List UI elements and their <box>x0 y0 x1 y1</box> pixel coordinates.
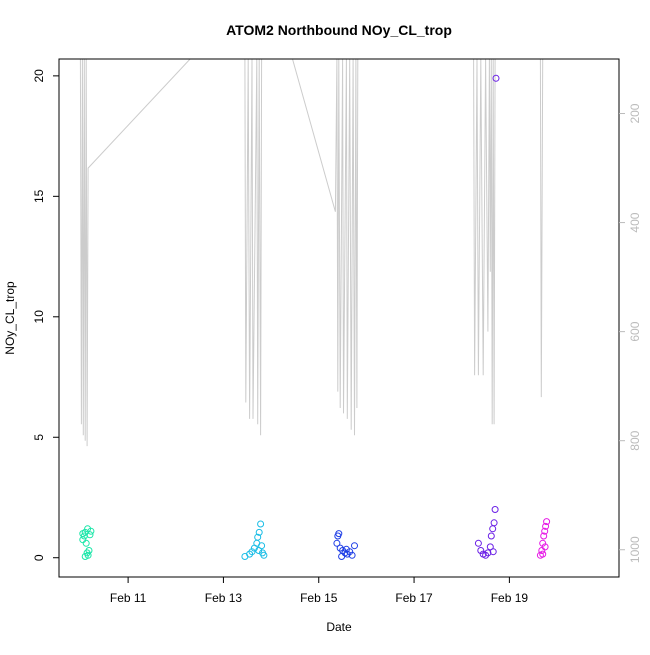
y-axis: 0 5 10 15 20 <box>32 69 59 561</box>
data-point <box>343 550 351 558</box>
data-point <box>540 532 548 540</box>
data-point <box>348 551 356 559</box>
data-point <box>541 527 549 535</box>
data-point <box>543 518 551 526</box>
y2-tick-label: 800 <box>628 430 642 450</box>
data-point <box>490 519 498 527</box>
data-point <box>482 551 490 559</box>
data-point <box>351 542 358 550</box>
x-tick-label: Feb 17 <box>395 591 433 605</box>
x-axis-label: Date <box>326 620 352 634</box>
secondary-y-axis: 200 400 600 800 1000 <box>619 103 642 563</box>
data-point <box>255 528 263 536</box>
data-point <box>246 550 254 558</box>
data-point <box>84 525 92 533</box>
data-point <box>85 547 93 554</box>
x-tick-label: Feb 13 <box>205 591 243 605</box>
x-axis: Feb 11 Feb 13 Feb 15 Feb 17 Feb 19 <box>110 577 529 605</box>
data-point <box>260 551 268 559</box>
series-1 <box>241 520 268 560</box>
data-point <box>335 530 343 538</box>
data-point <box>542 522 550 530</box>
data-point <box>484 549 492 557</box>
data-point <box>492 74 500 82</box>
data-point <box>81 553 89 560</box>
series-0 <box>79 525 95 560</box>
data-point <box>338 553 346 560</box>
data-point <box>79 536 87 544</box>
data-point <box>477 547 485 554</box>
series-2 <box>333 530 358 560</box>
x-tick-label: Feb 11 <box>110 591 147 605</box>
altitude-line <box>79 59 544 447</box>
data-point <box>82 539 90 547</box>
chart-title: ATOM2 Northbound NOy_CL_trop <box>226 22 452 38</box>
data-point <box>489 525 497 533</box>
plot-area <box>79 59 551 560</box>
x-tick-label: Feb 19 <box>491 591 529 605</box>
series-3 <box>474 74 500 559</box>
y-tick-label: 20 <box>32 69 46 83</box>
data-point <box>539 550 547 558</box>
data-point <box>491 506 499 513</box>
data-point <box>539 539 547 547</box>
y2-tick-label: 1000 <box>628 536 642 563</box>
data-point <box>474 539 482 547</box>
data-point <box>79 530 87 538</box>
y2-tick-label: 200 <box>628 103 642 123</box>
series-4 <box>536 518 551 559</box>
y-tick-label: 10 <box>32 310 46 324</box>
data-point <box>342 545 350 553</box>
y-tick-label: 15 <box>32 189 46 203</box>
data-point <box>487 532 495 540</box>
y-axis-label: NOy_CL_trop <box>3 281 17 355</box>
data-point <box>255 547 263 554</box>
plot-frame <box>58 58 620 578</box>
y2-tick-label: 600 <box>628 321 642 341</box>
data-point <box>257 520 265 528</box>
data-point <box>333 539 341 547</box>
data-point <box>254 533 262 541</box>
data-point <box>541 543 549 551</box>
data-point <box>86 531 94 539</box>
data-point <box>248 548 256 556</box>
data-point <box>489 548 497 556</box>
y-tick-label: 0 <box>32 554 46 561</box>
y-tick-label: 5 <box>32 434 46 441</box>
y2-tick-label: 400 <box>628 212 642 232</box>
x-tick-label: Feb 15 <box>300 591 338 605</box>
